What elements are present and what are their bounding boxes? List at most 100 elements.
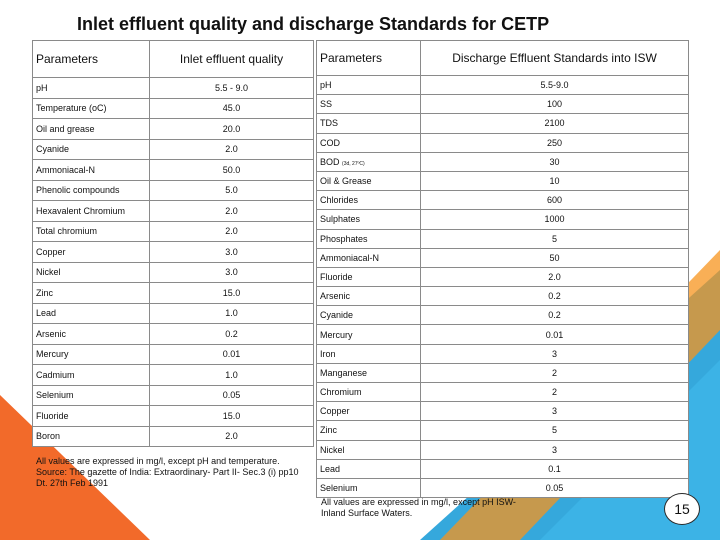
parameter-cell: Ammoniacal-N [316,247,421,268]
parameter-name: Fluoride [320,271,353,282]
parameter-name: Chromium [320,387,362,398]
parameter-name: TDS [320,118,338,129]
table-row: Hexavalent Chromium 2.0 [32,200,314,222]
parameter-cell: Nickel [32,261,150,283]
table-row: Fluoride 2.0 [316,266,689,288]
parameter-name: Lead [320,463,341,474]
parameter-cell: Oil and grease [32,118,150,140]
parameter-name: Mercury [36,349,69,360]
table-row: Iron 3 [316,343,689,364]
parameter-cell: Arsenic [316,286,421,307]
parameter-name: Ammoniacal-N [36,164,96,175]
parameter-cell: Cyanide [316,305,421,326]
parameter-cell: Phosphates [316,228,421,249]
parameter-subscript: (3d, 27ºC) [342,160,365,167]
parameter-name: Copper [320,406,350,417]
value-cell: 2.0 [420,266,689,288]
parameter-name: Iron [320,348,336,359]
header-discharge-standards: Discharge Effluent Standards into ISW [420,40,689,76]
parameter-cell: Phenolic compounds [32,179,150,201]
value-cell: 1.0 [149,364,314,386]
table-row: Arsenic 0.2 [316,286,689,307]
parameter-cell: Cadmium [32,364,150,386]
value-cell: 250 [420,132,689,153]
parameter-cell: pH [32,77,150,99]
parameter-name: Lead [36,308,57,319]
parameter-cell: Fluoride [32,405,150,427]
value-cell: 100 [420,94,689,115]
value-cell: 0.05 [149,384,314,406]
parameter-name: Oil & Grease [320,176,372,187]
parameter-name: Copper [36,246,66,257]
slide-title: Inlet effluent quality and discharge Sta… [77,14,550,34]
value-cell: 0.2 [420,305,689,326]
value-cell: 30 [420,151,689,172]
parameter-name: Nickel [36,267,61,278]
table-row: Phenolic compounds 5.0 [32,179,314,201]
parameter-cell: Manganese [316,362,421,384]
table-row: Mercury 0.01 [316,324,689,345]
table-row: Nickel 3 [316,439,689,460]
parameter-cell: Selenium [32,384,150,406]
value-cell: 15.0 [149,282,314,304]
right-footnote: All values are expressed in mg/l, except… [321,497,516,518]
value-cell: 5.5 - 9.0 [149,77,314,99]
parameter-cell: Hexavalent Chromium [32,200,150,222]
value-cell: 1000 [420,209,689,230]
parameter-name: Manganese [320,367,368,378]
table-row: Oil & Grease 10 [316,170,689,192]
value-cell: 3 [420,439,689,460]
table-row: Nickel 3.0 [32,261,314,283]
parameter-name: Phosphates [320,233,368,244]
parameter-cell: Zinc [316,420,421,441]
table-row: Lead 0.1 [316,458,689,479]
parameter-cell: Chlorides [316,190,421,211]
table-row: Selenium 0.05 [316,477,689,499]
value-cell: 50 [420,247,689,268]
table-row: Total chromium 2.0 [32,220,314,242]
table-row: Lead 1.0 [32,302,314,324]
value-cell: 3 [420,401,689,422]
parameter-cell: Nickel [316,439,421,460]
parameter-name: Chlorides [320,195,359,206]
parameter-name: Cyanide [36,144,70,155]
table-row: Copper 3.0 [32,241,314,263]
parameter-name: Arsenic [36,328,67,339]
value-cell: 0.2 [420,286,689,307]
parameter-name: Mercury [320,329,353,340]
parameter-cell: Temperature (oC) [32,97,150,119]
value-cell: 2100 [420,113,689,134]
parameter-name: Nickel [320,444,345,455]
table-row: Arsenic 0.2 [32,323,314,345]
parameter-name: Hexavalent Chromium [36,205,126,216]
parameter-cell: Zinc [32,282,150,304]
parameter-cell: Total chromium [32,220,150,242]
value-cell: 2.0 [149,138,314,160]
value-cell: 0.1 [420,458,689,479]
parameter-name: Ammoniacal-N [320,252,380,263]
table-row: Cyanide 0.2 [316,305,689,326]
value-cell: 0.01 [420,324,689,345]
parameter-cell: COD [316,132,421,153]
parameter-name: Boron [36,431,61,442]
header-parameters: Parameters [316,40,421,76]
parameter-cell: Selenium [316,477,421,499]
table-row: BOD (3d, 27ºC) 30 [316,151,689,172]
value-cell: 50.0 [149,159,314,181]
parameter-name: Cyanide [320,310,354,321]
parameter-cell: Ammoniacal-N [32,159,150,181]
table-row: Fluoride 15.0 [32,405,314,427]
value-cell: 1.0 [149,302,314,324]
value-cell: 5.0 [149,179,314,201]
parameter-name: SS [320,99,333,110]
parameter-name: Oil and grease [36,123,95,134]
table-row: Sulphates 1000 [316,209,689,230]
header-inlet-quality: Inlet effluent quality [149,40,314,78]
table-row: SS 100 [316,94,689,115]
table-row: Zinc 5 [316,420,689,441]
table-row: Oil and grease 20.0 [32,118,314,140]
table-row: Cadmium 1.0 [32,364,314,386]
table-row: Zinc 15.0 [32,282,314,304]
table-row: Temperature (oC) 45.0 [32,97,314,119]
parameter-name: Zinc [36,287,54,298]
